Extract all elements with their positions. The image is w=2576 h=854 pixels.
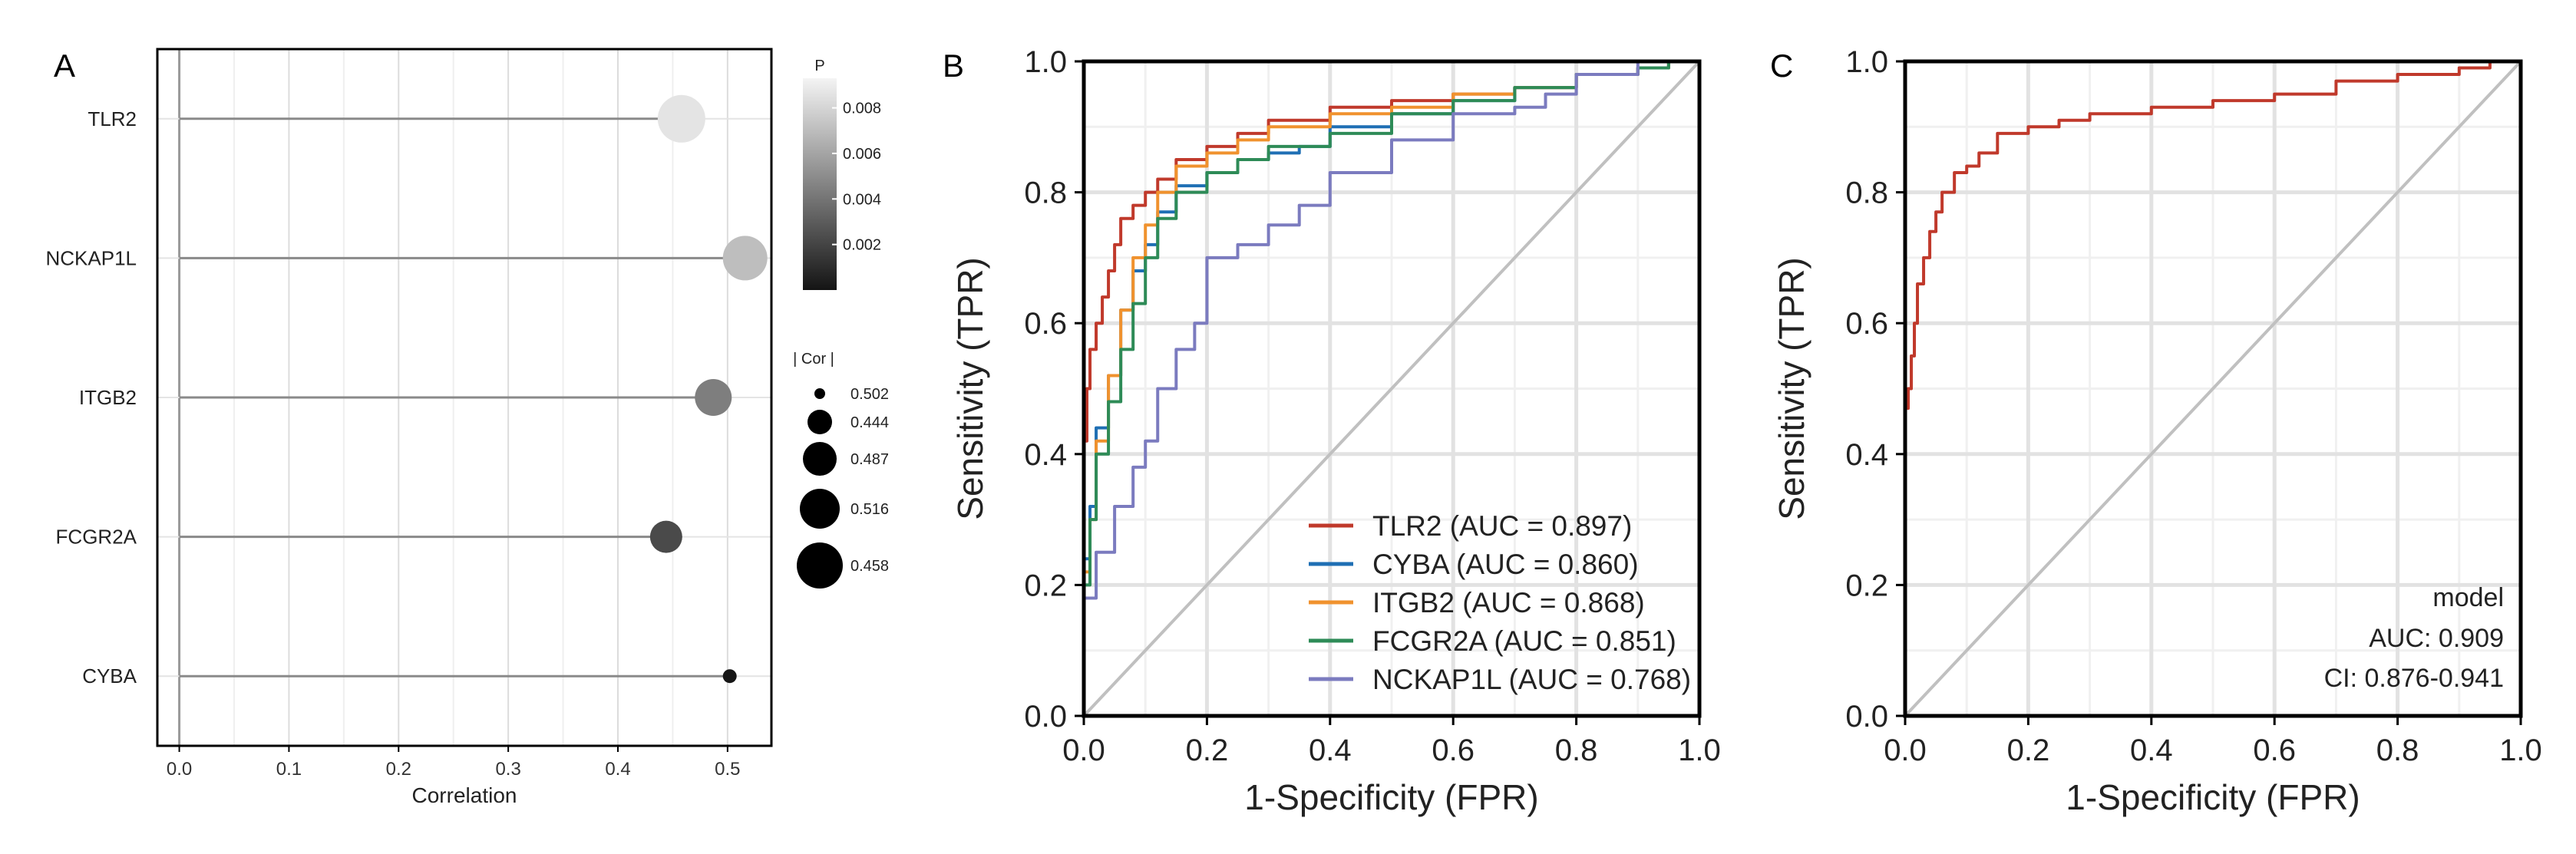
panel-a: A 0.0 0.1 0.2 0.3 0.4 0.5 Correlation TLR2 NCKAP1… (46, 48, 890, 807)
legend-b: TLR2 (AUC = 0.897) CYBA (AUC = 0.860) ITGB… (1309, 510, 1691, 695)
color-bar-tick-label: 0.008 (843, 101, 881, 117)
x-tick-label: 0.6 (1432, 734, 1475, 767)
panel-b: B 0.00.0 0.2 0.2 0.4 0.4 0.6 0.6 0.8 0.8 1.0 1.0 1-S… (943, 45, 1721, 817)
dot (722, 236, 768, 281)
x-tick-label: 0.8 (2376, 734, 2419, 767)
size-legend-dot (800, 489, 840, 529)
category-label: NCKAP1L (46, 246, 137, 269)
x-tick-label: 0.4 (2130, 734, 2173, 767)
y-axis-label: Sensitivity (TPR) (950, 257, 990, 519)
x-axis-label: 1-Specificity (FPR) (1244, 777, 1538, 817)
y-tick-label: 0.4 (1845, 438, 1888, 472)
x-tick-label: 0.8 (1555, 734, 1598, 767)
color-bar-tick-label: 0.004 (843, 191, 881, 208)
dot (657, 94, 705, 143)
category-label: ITGB2 (79, 386, 137, 409)
color-bar-tick-label: 0.002 (843, 237, 881, 254)
legend-label-nckap1l: NCKAP1L (AUC = 0.768) (1372, 664, 1691, 695)
plot-border-c (1903, 59, 2523, 718)
size-legend-title: | Cor | (793, 351, 834, 368)
category-label: FCGR2A (56, 526, 137, 549)
category-label: CYBA (82, 664, 137, 687)
diagonal-line (1082, 60, 1701, 717)
x-tick-label: 1.0 (2499, 734, 2542, 767)
x-tick-label: 0.4 (605, 759, 630, 780)
color-bar-tick-label: 0.006 (843, 146, 881, 163)
size-legend-dot (803, 442, 837, 476)
annotation-line: model (2432, 583, 2504, 612)
x-tick-label: 0.0 (1062, 734, 1105, 767)
x-axis-label-a: Correlation (412, 783, 517, 807)
size-legend-dot (797, 542, 843, 589)
legend-label-fcgr2a: FCGR2A (AUC = 0.851) (1372, 625, 1676, 657)
panel-label-b: B (943, 48, 964, 84)
size-legend-label: 0.516 (850, 501, 889, 518)
category-label: TLR2 (88, 107, 137, 130)
y-tick-label: 0.6 (1845, 307, 1888, 341)
color-bar (803, 78, 837, 290)
roc-curve-nckap1l (1082, 60, 1699, 716)
y-tick-label: 0.8 (1024, 176, 1067, 210)
size-legend-label: 0.458 (850, 558, 889, 575)
plot-border-b (1082, 59, 1702, 718)
y-tick-label: 0.2 (1024, 569, 1067, 602)
x-tick-label: 1.0 (1678, 734, 1721, 767)
dot (722, 669, 737, 684)
size-legend-dot (807, 410, 832, 434)
size-legend-label: 0.444 (850, 414, 889, 431)
panel-label-c: C (1770, 48, 1793, 84)
color-legend-title: P (814, 58, 824, 74)
x-tick-label: 0.6 (2253, 734, 2296, 767)
x-tick-label: 0.3 (495, 759, 520, 780)
dot (695, 379, 732, 416)
x-tick-label: 0.1 (276, 759, 302, 780)
y-tick-label: 0.8 (1845, 176, 1888, 210)
size-legend-label: 0.502 (850, 386, 889, 403)
legend-label-itgb2: ITGB2 (AUC = 0.868) (1372, 587, 1645, 618)
diagonal-line (1904, 60, 2522, 717)
roc-curve-fcgr2a (1082, 60, 1699, 716)
y-tick-label: 0.6 (1024, 307, 1067, 341)
x-tick-label: 0.2 (1186, 734, 1229, 767)
y-tick-label: 0.2 (1845, 569, 1888, 602)
y-tick-label: 1.0 (1845, 45, 1888, 79)
x-tick-label: 0.0 (1884, 734, 1927, 767)
dot (649, 520, 682, 553)
plot-border-a (156, 48, 773, 747)
annotation-line: AUC: 0.909 (2369, 624, 2504, 653)
y-tick-label: 0.0 (1845, 700, 1888, 734)
y-tick-label: 1.0 (1024, 45, 1067, 79)
y-tick-label: 0.4 (1024, 438, 1067, 472)
x-tick-label: 0.5 (715, 759, 740, 780)
size-legend-dot (814, 388, 825, 399)
x-tick-label: 0.0 (167, 759, 192, 780)
legend-label-tlr2: TLR2 (AUC = 0.897) (1372, 510, 1632, 542)
roc-curve-model (1904, 60, 2521, 716)
legend-label-cyba: CYBA (AUC = 0.860) (1372, 549, 1639, 580)
x-axis-label: 1-Specificity (FPR) (2066, 777, 2360, 817)
y-tick-label: 0.0 (1024, 700, 1067, 734)
panel-c: C 0.00.0 0.2 0.2 0.4 0.4 0.6 0.6 0.8 0.8 1.0 1.0 1-S… (1770, 45, 2542, 817)
size-legend-label: 0.487 (850, 451, 889, 468)
x-tick-label: 0.4 (1309, 734, 1352, 767)
annotation-line: CI: 0.876-0.941 (2324, 664, 2504, 693)
x-tick-label: 0.2 (2007, 734, 2050, 767)
x-tick-label: 0.2 (386, 759, 411, 780)
panel-label-a: A (54, 48, 75, 84)
y-axis-label: Sensitivity (TPR) (1772, 257, 1811, 519)
